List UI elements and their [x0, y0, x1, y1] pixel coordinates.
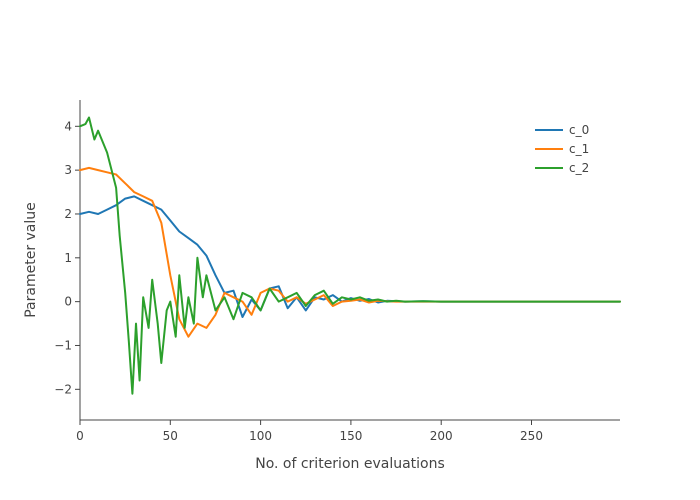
x-tick-label: 50 — [163, 429, 178, 443]
x-tick-label: 0 — [76, 429, 84, 443]
y-tick-label: −1 — [54, 338, 72, 352]
x-tick-label: 250 — [520, 429, 543, 443]
y-tick-label: 4 — [64, 119, 72, 133]
legend-label-c-1: c_1 — [569, 142, 589, 156]
y-axis-title: Parameter value — [23, 202, 39, 318]
series-line-c-2 — [79, 116, 621, 395]
legend-label-c-2: c_2 — [569, 161, 589, 175]
y-ticks: −2 −1 0 1 2 3 4 — [54, 119, 80, 396]
y-tick-label: 3 — [64, 163, 72, 177]
legend-label-c-0: c_0 — [569, 123, 589, 137]
y-tick-label: 0 — [64, 295, 72, 309]
x-tick-label: 150 — [339, 429, 362, 443]
legend: c_0 c_1 c_2 — [535, 123, 589, 175]
x-tick-label: 100 — [249, 429, 272, 443]
x-tick-label: 200 — [430, 429, 453, 443]
y-tick-label: 2 — [64, 207, 72, 221]
series-group — [79, 116, 621, 395]
series-line-c-1 — [79, 166, 621, 338]
y-tick-label: 1 — [64, 251, 72, 265]
x-axis-title: No. of criterion evaluations — [255, 456, 445, 472]
x-ticks: 0 50 100 150 200 250 — [76, 420, 543, 443]
y-tick-label: −2 — [54, 382, 72, 396]
